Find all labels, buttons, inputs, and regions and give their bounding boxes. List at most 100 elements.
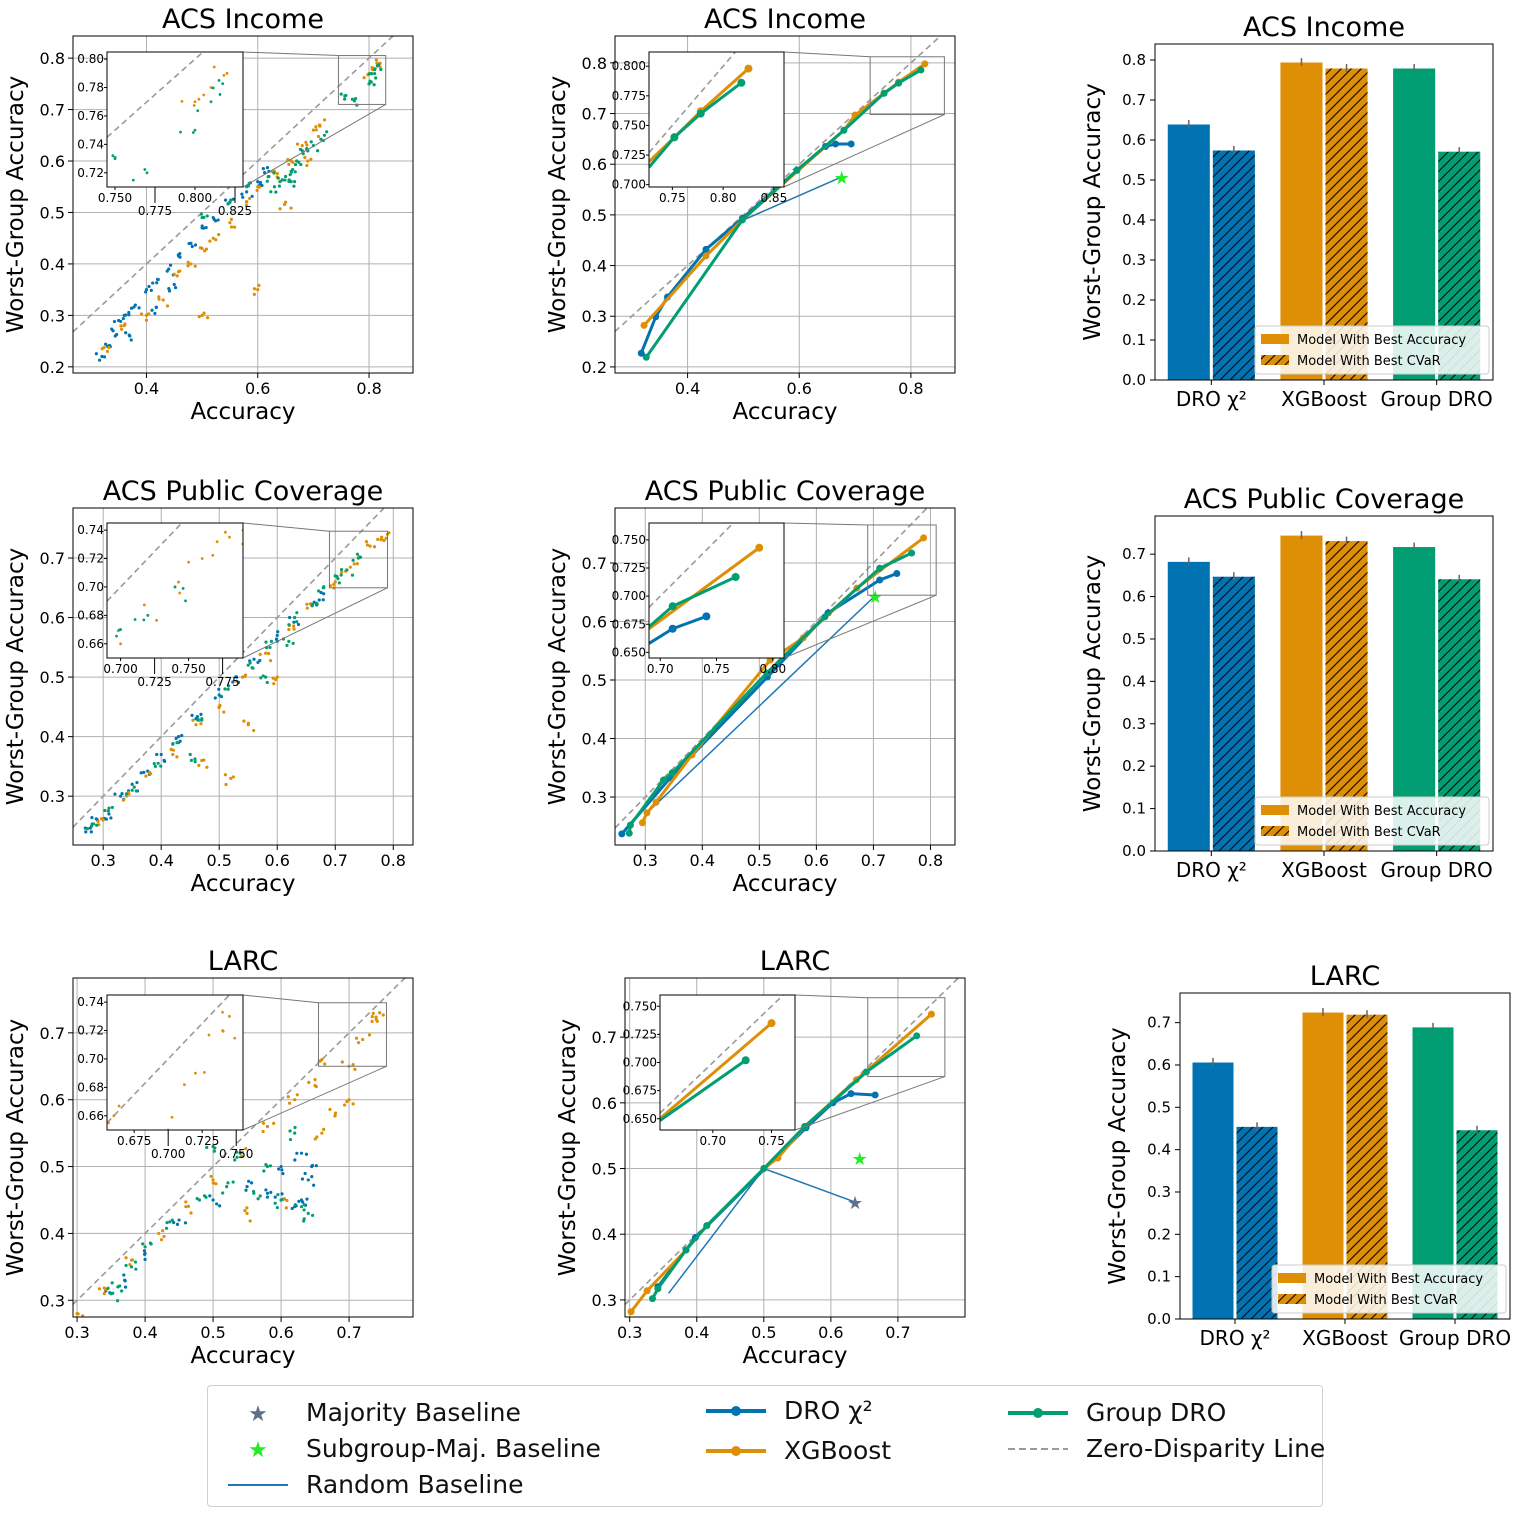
scatter-point [157,1231,161,1236]
scatter-point [315,602,319,607]
series-marker [741,1056,750,1065]
scatter-point [387,531,391,535]
series-marker [731,573,740,581]
scatter-point [202,93,206,97]
series-marker [927,1010,935,1018]
scatter-point [245,190,249,194]
scatter-point [115,634,118,638]
scatter-point [209,100,213,104]
scatter-point [256,288,260,292]
star-icon: ★ [248,1438,268,1461]
scatter-point [311,602,315,607]
scatter-point [332,582,336,587]
scatter-point [242,719,246,723]
scatter-point [252,292,256,296]
scatter-point [247,1179,251,1183]
scatter-point [144,290,148,294]
scatter-point [152,761,156,766]
scatter-point [289,206,293,210]
scatter-point [129,1265,134,1269]
scatter-point [221,82,225,86]
scatter-point [211,236,215,240]
bar [1235,1125,1279,1320]
scatter-point [355,552,360,556]
inset-plot-area [107,995,237,1130]
scatter-point [367,82,371,86]
scatter-point [168,1220,172,1224]
scatter-point [84,830,88,834]
scatter-point [374,58,378,62]
scatter-point [275,1205,279,1210]
series-line [651,1034,918,1300]
scatter-point [127,333,131,337]
series-marker [862,1068,870,1076]
scatter-point [280,178,284,182]
scatter-point [325,130,329,134]
series-marker [876,576,884,584]
scatter-point [255,188,259,192]
plot-area: ★★ [625,978,959,1316]
zoom-window [867,997,946,1078]
scatter-point [322,592,326,596]
scatter-point [193,243,198,247]
scatter-point [374,76,378,80]
zero-disparity-line [660,995,784,1114]
inset-x-tick-label: 0.700 [151,1147,185,1161]
scatter-point [293,1098,297,1102]
scatter-point [293,180,297,184]
inset-y-tick-label: 0.76 [77,109,104,123]
scatter-point [265,1124,270,1129]
scatter-point [143,1257,147,1262]
scatter-point [244,203,249,208]
axes-frame [624,977,966,1318]
series-marker [738,216,746,224]
x-tick-label: 0.5 [747,851,772,870]
y-tick-label: 0.5 [40,1158,65,1177]
x-tick-label: 0.5 [200,1323,225,1342]
scatter-point [221,1010,224,1014]
scatter-point [225,1185,229,1189]
y-tick-label: 0.7 [1147,1014,1171,1032]
axes-frame [1154,43,1494,381]
y-tick-label: 0.6 [40,1091,65,1110]
scatter-point [192,104,196,107]
series-marker [920,534,928,542]
scatter-point [156,277,160,282]
scatter-point [202,758,206,762]
scatter-point [213,1146,217,1150]
legend-label: Model With Best CVaR [1297,825,1441,840]
zoom-connector [242,994,319,1004]
series-marker [648,1295,656,1303]
scatter-point [265,680,269,685]
scatter-point [187,560,191,564]
y-tick-label: 0.2 [582,358,607,377]
scatter-point [311,128,315,132]
scatter-point [102,355,107,359]
y-tick-label: 0.7 [582,554,607,573]
scatter-point [159,1238,164,1242]
scatter-point [123,322,127,326]
scatter-point [238,1151,242,1155]
scatter-point [299,1205,304,1209]
scatter-point [129,338,133,342]
scatter-point [239,1154,244,1158]
scatter-point [252,657,256,661]
scatter-point [104,342,108,346]
scatter-point [118,1284,122,1288]
zoom-connector [242,587,388,659]
scatter-point [256,185,261,189]
scatter-point [208,239,212,243]
line-icon [228,1483,288,1486]
series-marker [643,809,651,817]
scatter-point [264,1188,268,1192]
scatter-point [288,615,292,620]
scatter-point [117,1104,121,1108]
inset-x-tick-label: 0.80 [759,662,786,676]
y-tick-label: 0.4 [1122,672,1146,690]
series-marker [917,66,925,74]
scatter-point [314,1164,318,1168]
scatter-point [333,1114,337,1118]
scatter-point [118,794,123,798]
line-marker-icon [1008,1407,1068,1418]
scatter-point [279,1164,283,1169]
